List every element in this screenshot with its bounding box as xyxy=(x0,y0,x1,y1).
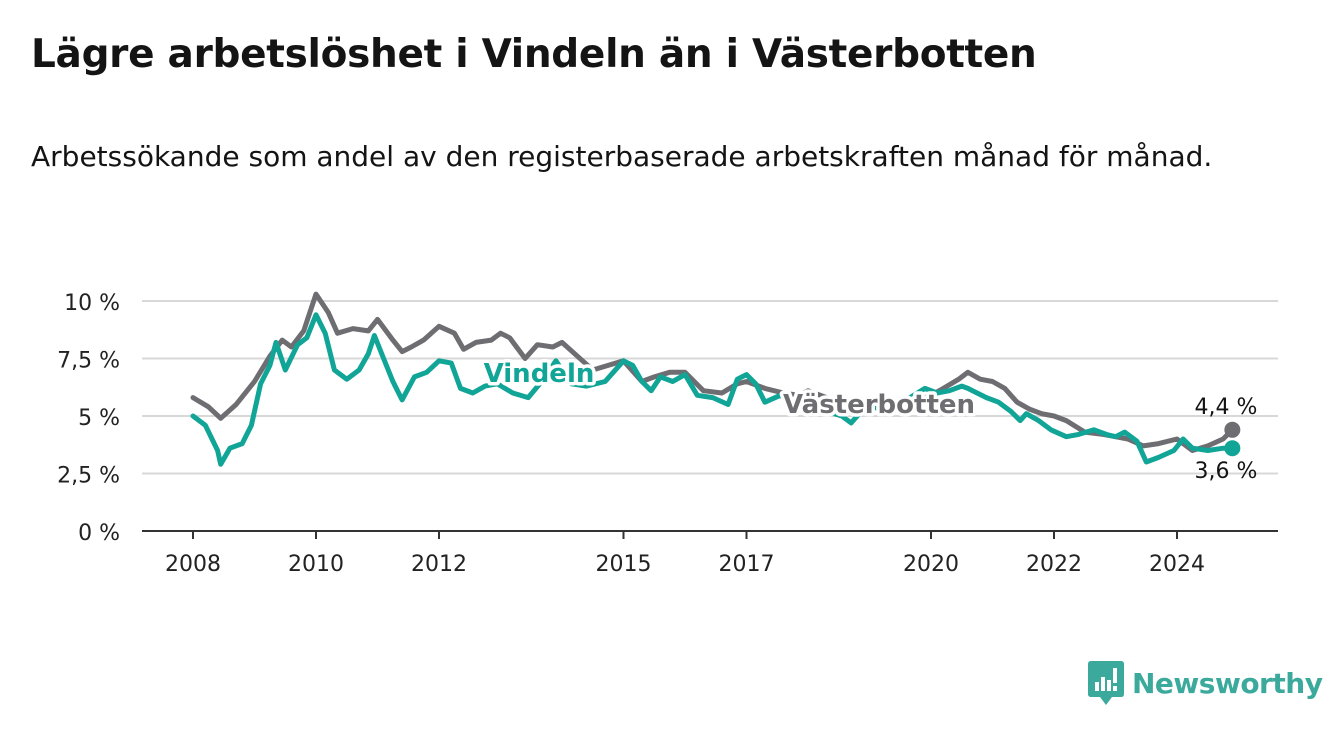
gridlines xyxy=(142,300,1278,475)
x-tick-label: 2010 xyxy=(288,552,344,577)
y-axis-ticks: 0 % 2,5 % 5 % 7,5 % 10 % xyxy=(57,291,120,546)
x-tick-label: 2008 xyxy=(165,552,221,577)
x-tick-label: 2020 xyxy=(903,552,959,577)
x-tick-label: 2017 xyxy=(719,552,775,577)
y-tick-label: 7,5 % xyxy=(57,349,120,374)
end-point-vindeln xyxy=(1224,440,1241,457)
x-tick-label: 2024 xyxy=(1149,552,1205,577)
y-tick-label: 5 % xyxy=(78,406,120,431)
chart-title: Lägre arbetslöshet i Vindeln än i Väster… xyxy=(31,32,1037,77)
newsworthy-logo: Newsworthy xyxy=(1088,660,1323,706)
chart-subtitle: Arbetssökande som andel av den registerb… xyxy=(31,140,1213,173)
end-point-vasterbotten xyxy=(1224,421,1241,438)
newsworthy-wordmark: Newsworthy xyxy=(1132,666,1323,700)
series-line-vasterbotten xyxy=(190,291,1235,453)
y-tick-label: 10 % xyxy=(64,291,120,316)
end-label-vasterbotten: 4,4 % xyxy=(1195,395,1258,420)
series-label-vasterbotten: Västerbotten xyxy=(783,390,975,420)
newsworthy-logo-icon xyxy=(1088,661,1124,705)
x-axis-ticks: 2008 2010 2012 2015 2017 2020 2022 2024 xyxy=(165,531,1205,577)
series-label-vindeln: Vindeln xyxy=(484,359,595,389)
x-tick-label: 2012 xyxy=(411,552,467,577)
series-line-vindeln xyxy=(190,312,1235,467)
end-label-vindeln: 3,6 % xyxy=(1195,459,1258,484)
x-tick-label: 2015 xyxy=(596,552,652,577)
x-tick-label: 2022 xyxy=(1026,552,1082,577)
series-lines xyxy=(190,291,1241,467)
y-tick-label: 2,5 % xyxy=(57,464,120,489)
y-tick-label: 0 % xyxy=(78,521,120,546)
